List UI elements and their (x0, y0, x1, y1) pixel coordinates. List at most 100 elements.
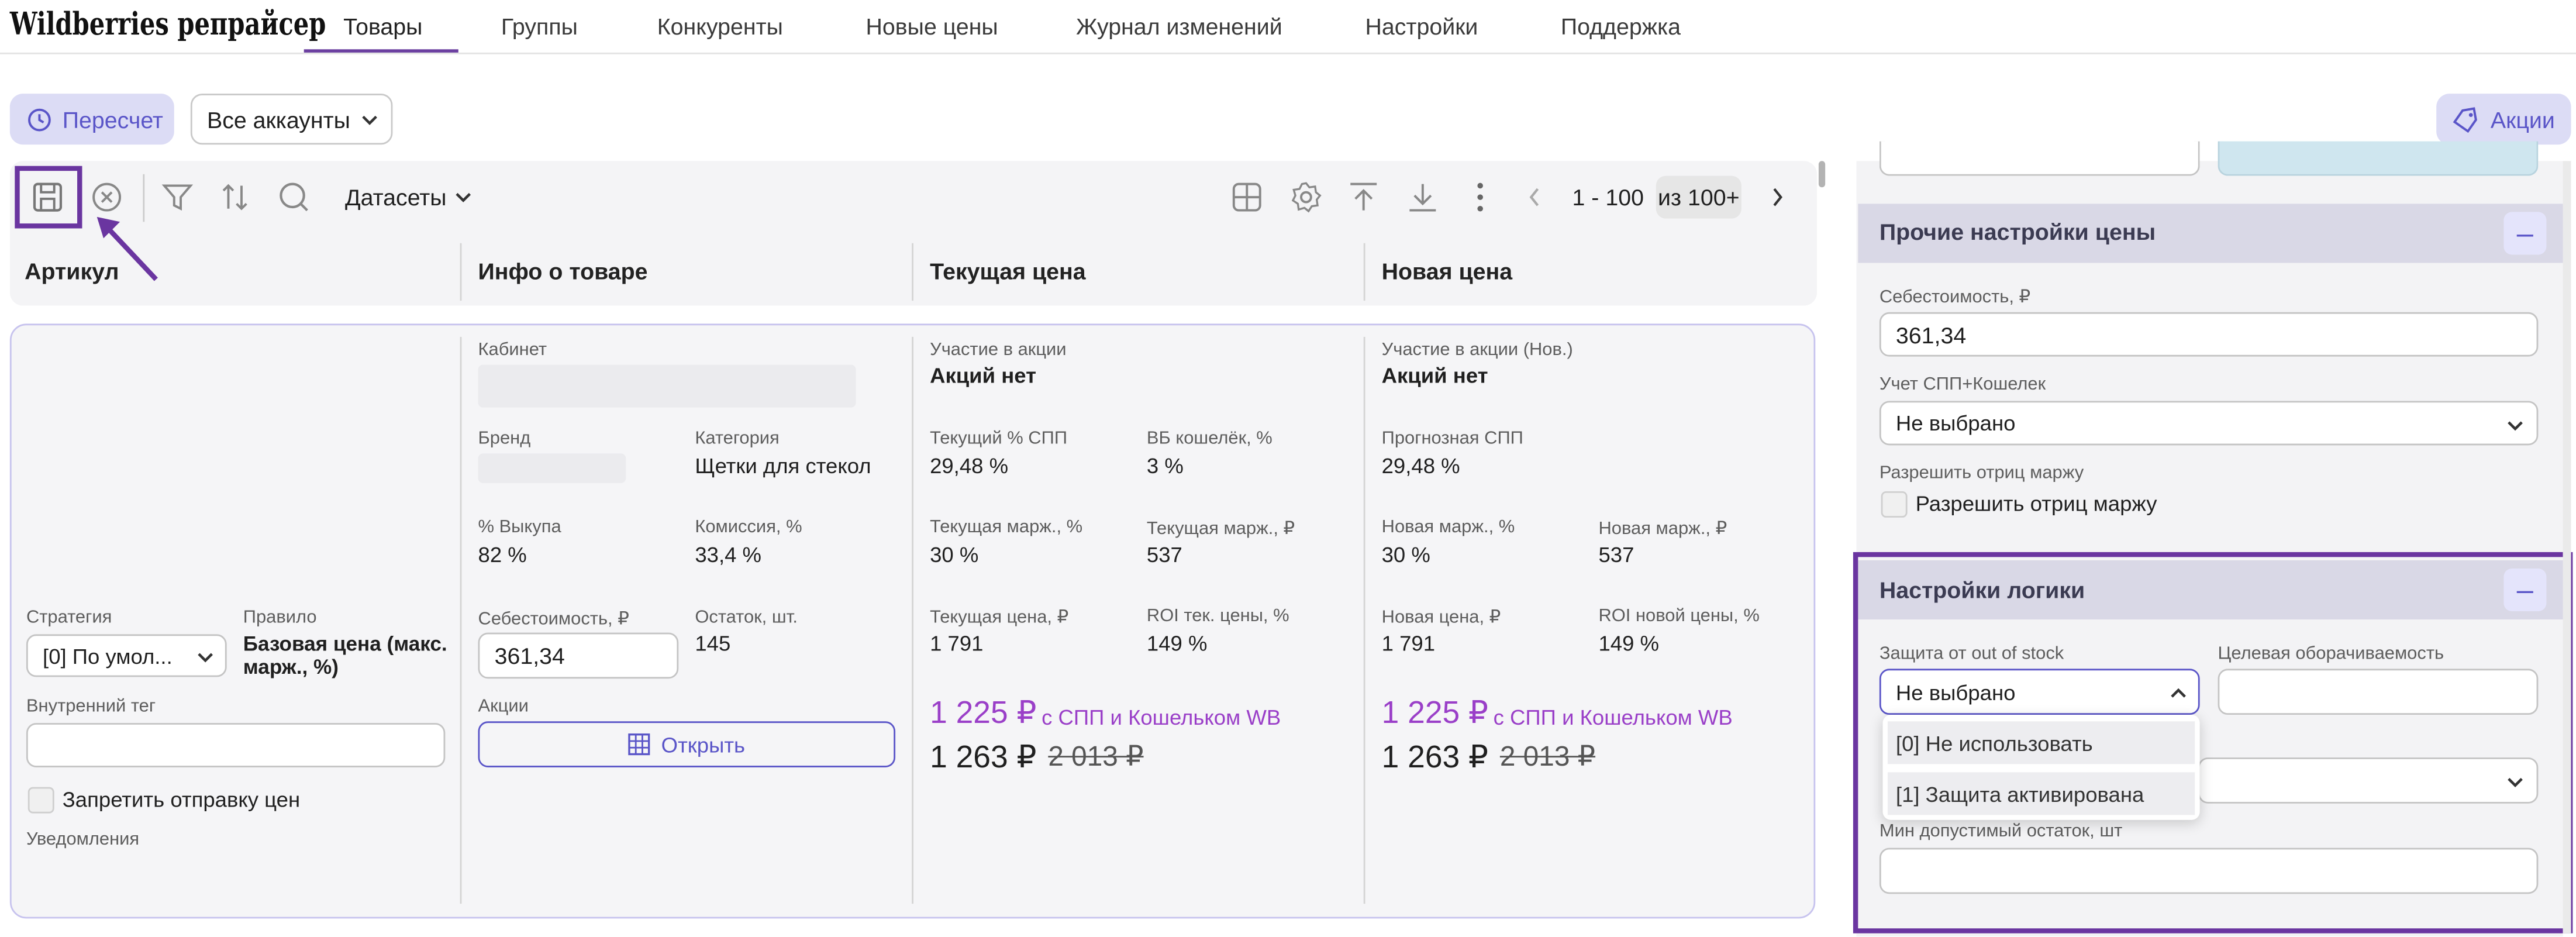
chevron-up-icon (2171, 688, 2186, 698)
tab-groups[interactable]: Группы (501, 13, 578, 40)
accounts-select[interactable]: Все аккаунты (190, 94, 393, 145)
oos-value: Не выбрано (1895, 679, 2016, 704)
oos-option-1[interactable]: [1] Защита активирована (1887, 772, 2195, 815)
col-header-current-price[interactable]: Текущая цена (930, 258, 1086, 285)
col-header-info[interactable]: Инфо о товаре (478, 258, 648, 285)
other-settings-header[interactable] (1858, 204, 2563, 263)
col-header-new-price[interactable]: Новая цена (1381, 258, 1513, 285)
chevron-down-icon (198, 653, 213, 663)
cur-spp-price: 1 225 ₽ (930, 697, 1037, 732)
upload-button[interactable] (1347, 181, 1380, 213)
open-promos-button[interactable]: Открыть (478, 721, 896, 767)
forbid-send-checkbox[interactable] (27, 787, 54, 814)
new-spp-label: Прогнозная СПП (1381, 429, 1523, 449)
pointer-arrow (96, 216, 158, 281)
filter-icon (161, 184, 194, 211)
toolbar-divider (143, 174, 145, 222)
cancel-button[interactable] (91, 181, 123, 213)
search-button[interactable] (278, 181, 311, 213)
new-price-label: Новая цена, ₽ (1381, 608, 1501, 628)
settings-button[interactable] (1289, 181, 1322, 213)
cur-roi-value: 149 % (1146, 631, 1208, 656)
min-stock-input[interactable] (1879, 848, 2539, 894)
grid-icon (1232, 182, 1261, 212)
new-spp-price-note: с СПП и Кошельком WB (1493, 705, 1733, 730)
promo-button[interactable]: Акции (2436, 94, 2571, 145)
nav-divider (0, 52, 2576, 54)
tag-icon (2453, 106, 2477, 132)
col-header-sku[interactable]: Артикул (25, 258, 119, 285)
download-button[interactable] (1406, 181, 1439, 213)
recalc-label: Пересчет (62, 106, 163, 133)
internal-tag-input[interactable] (26, 723, 446, 767)
turnover-input[interactable] (2218, 669, 2539, 715)
prev-page-button[interactable] (1526, 185, 1543, 208)
tab-support[interactable]: Поддержка (1560, 13, 1681, 40)
pager-total[interactable]: из 100+ (1656, 175, 1742, 219)
collapse-logic-button[interactable]: – (2503, 569, 2547, 612)
save-button[interactable] (30, 179, 66, 215)
col-divider (1363, 243, 1365, 301)
chevron-down-icon (2508, 421, 2523, 431)
recalc-button[interactable]: Пересчет (9, 94, 174, 145)
save-icon (33, 182, 63, 212)
new-margin-rub-label: Новая марж., ₽ (1598, 519, 1727, 539)
grid-scrollbar[interactable] (1818, 161, 1826, 188)
cost-input[interactable]: 361,34 (478, 632, 679, 679)
cabinet-value-redacted (478, 364, 856, 408)
cur-promo-label: Участие в акции (930, 340, 1067, 360)
datasets-dropdown[interactable]: Датасеты (345, 184, 473, 211)
neg-margin-label: Разрешить отриц маржу (1879, 463, 2084, 483)
sort-button[interactable] (219, 181, 251, 213)
stock-value: 145 (695, 631, 731, 656)
accounts-value: Все аккаунты (206, 106, 350, 133)
download-icon (1409, 184, 1436, 212)
turnover-label: Целевая оборачиваемость (2218, 644, 2444, 664)
chevron-down-icon (455, 192, 471, 202)
cut-off-input[interactable] (1879, 141, 2200, 176)
next-page-button[interactable] (1770, 185, 1786, 208)
more-button[interactable] (1464, 181, 1496, 213)
strategy-label: Стратегия (26, 608, 112, 628)
tab-competitors[interactable]: Конкуренты (657, 13, 783, 40)
cur-spp-value: 29,48 % (930, 453, 1009, 478)
new-roi-value: 149 % (1598, 631, 1660, 656)
strategy-select[interactable]: [0] По умол... (26, 634, 227, 677)
cut-off-input-highlighted[interactable] (2218, 141, 2539, 176)
new-spp-price: 1 225 ₽ (1381, 697, 1489, 732)
columns-button[interactable] (1230, 181, 1263, 213)
new-promo-label: Участие в акции (Нов.) (1381, 340, 1573, 360)
cur-margin-pct-label: Текущая марж., % (930, 517, 1083, 538)
rp-cost-input[interactable]: 361,34 (1879, 312, 2539, 357)
neg-margin-checkbox[interactable] (1881, 491, 1908, 518)
tab-products[interactable]: Товары (343, 13, 423, 40)
tab-new-prices[interactable]: Новые цены (865, 13, 998, 40)
strategy-value: [0] По умол... (43, 643, 173, 668)
oos-option-0[interactable]: [0] Не использовать (1887, 721, 2195, 764)
upload-icon (1350, 182, 1377, 211)
logic-settings-header[interactable] (1858, 560, 2563, 620)
logic-settings-title: Настройки логики (1879, 577, 2085, 604)
tab-settings[interactable]: Настройки (1365, 13, 1478, 40)
datasets-label: Датасеты (344, 184, 447, 211)
hidden-select[interactable] (2198, 757, 2539, 804)
oos-select[interactable]: Не выбрано (1879, 669, 2200, 715)
cur-price-label: Текущая цена, ₽ (930, 608, 1069, 628)
promo-label: Акции (2490, 106, 2555, 133)
rule-value-line1: Базовая цена (макс. (243, 632, 447, 656)
rp-cost-label: Себестоимость, ₽ (1879, 287, 2031, 308)
collapse-other-button[interactable]: – (2503, 212, 2547, 255)
oos-dropdown: [0] Не использовать [1] Защита активиров… (1882, 715, 2200, 820)
tab-change-log[interactable]: Журнал изменений (1076, 13, 1282, 40)
filter-button[interactable] (161, 181, 194, 213)
logic-highlight (1853, 552, 2573, 933)
cur-margin-rub-value: 537 (1146, 542, 1182, 567)
minus-icon: – (2516, 573, 2533, 606)
spp-wallet-select[interactable]: Не выбрано (1879, 401, 2539, 446)
col-divider (1363, 336, 1365, 904)
panel-scrollbar[interactable] (2563, 161, 2571, 933)
clock-icon (28, 108, 51, 131)
other-settings-title: Прочие настройки цены (1879, 218, 2156, 245)
search-icon (280, 182, 308, 212)
cur-wallet-value: 3 % (1146, 453, 1184, 478)
